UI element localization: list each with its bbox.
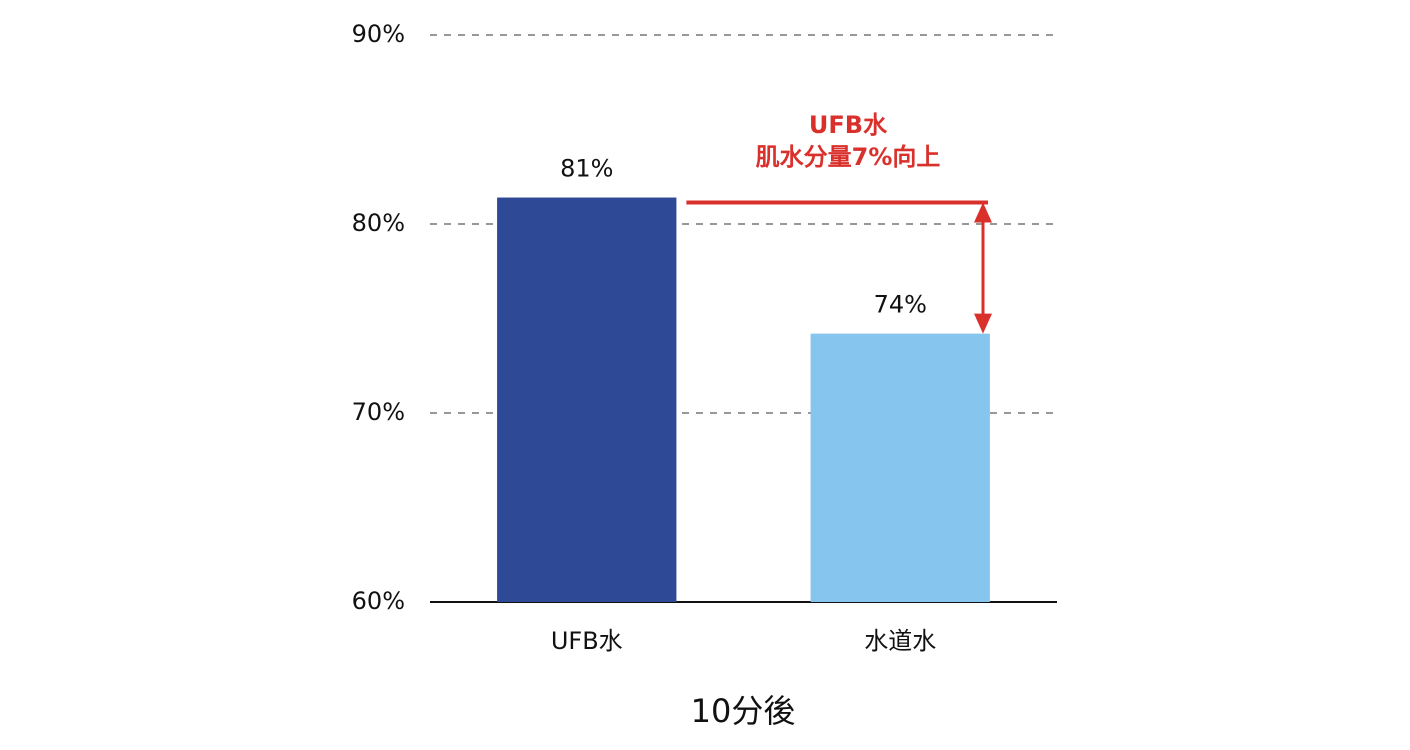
x-tick-label: 水道水	[864, 627, 936, 655]
y-tick-label: 70%	[352, 398, 405, 426]
bar	[810, 333, 990, 602]
annotation-text: UFB水	[809, 111, 888, 139]
arrow-head	[974, 313, 992, 334]
arrow-head	[974, 202, 992, 223]
y-tick-label: 80%	[352, 209, 405, 237]
y-tick-label: 90%	[352, 20, 405, 48]
annotation-text: 肌水分量7%向上	[756, 143, 941, 171]
y-tick-label: 60%	[352, 587, 405, 615]
value-label: 81%	[560, 155, 613, 183]
x-tick-label: UFB水	[551, 627, 623, 655]
value-label: 74%	[874, 291, 927, 319]
bar	[497, 197, 677, 603]
x-axis-title: 10分後	[691, 692, 796, 730]
